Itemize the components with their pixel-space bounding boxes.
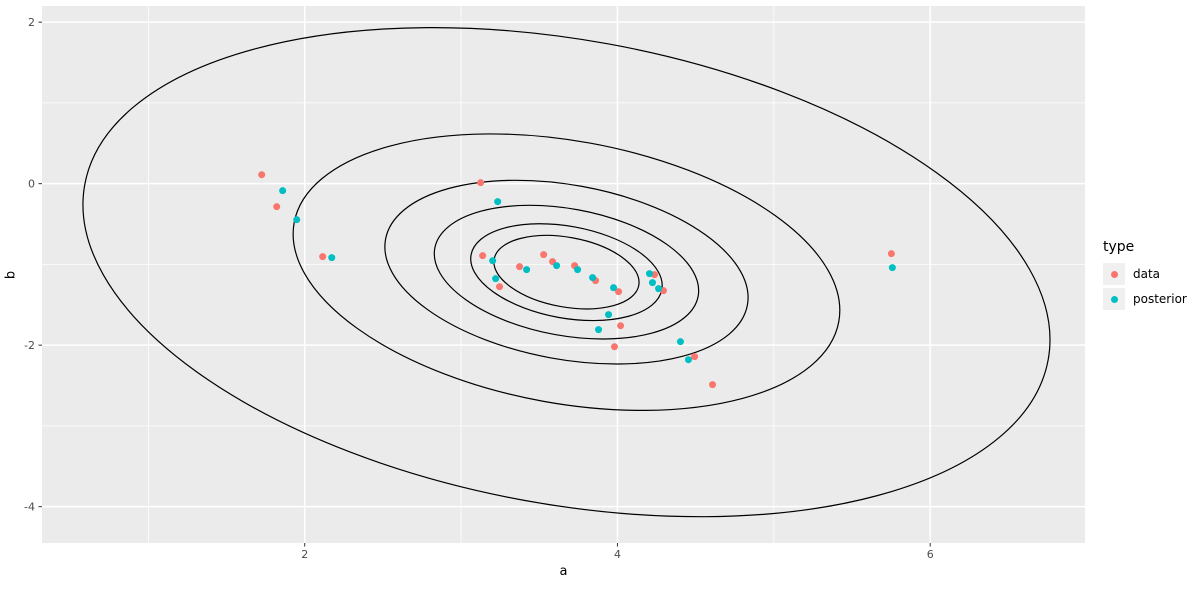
legend-key-box xyxy=(1103,263,1125,285)
data-point xyxy=(479,252,487,260)
data-point xyxy=(615,288,623,296)
y-tick-label: -4 xyxy=(24,501,35,514)
data-point xyxy=(496,283,504,291)
legend: type data posterior xyxy=(1103,239,1187,313)
density-ellipse xyxy=(384,179,749,365)
data-point xyxy=(516,263,524,271)
x-tick-label: 6 xyxy=(927,548,934,561)
y-tick-label: -2 xyxy=(24,339,35,352)
posterior-point xyxy=(655,285,663,293)
legend-item-data: data xyxy=(1103,263,1187,285)
posterior-point xyxy=(523,266,531,274)
density-ellipse xyxy=(82,27,1051,518)
data-point xyxy=(887,250,895,258)
legend-key-box xyxy=(1103,288,1125,310)
y-axis-title: b xyxy=(3,270,19,280)
legend-label-data: data xyxy=(1133,267,1161,281)
posterior-point xyxy=(888,264,896,272)
legend-title: type xyxy=(1103,239,1135,255)
x-axis-title: a xyxy=(559,564,568,579)
posterior-point xyxy=(676,338,684,346)
data-point xyxy=(258,171,266,179)
posterior-point xyxy=(328,254,336,262)
posterior-point xyxy=(646,270,654,278)
density-ellipse xyxy=(292,133,841,411)
posterior-point-icon xyxy=(1110,295,1118,303)
posterior-point xyxy=(595,326,603,334)
x-tick-label: 2 xyxy=(301,548,308,561)
data-point-icon xyxy=(1110,270,1118,278)
data-point xyxy=(540,251,548,259)
x-tick-label: 4 xyxy=(614,548,621,561)
data-point xyxy=(709,381,717,389)
posterior-point xyxy=(589,274,597,282)
data-point xyxy=(617,322,625,330)
posterior-point xyxy=(684,356,692,364)
data-point xyxy=(319,253,327,261)
posterior-point xyxy=(494,198,502,206)
data-point xyxy=(477,179,485,187)
posterior-point xyxy=(553,262,561,270)
y-tick-label: 0 xyxy=(28,178,35,191)
posterior-point xyxy=(605,311,613,319)
posterior-point xyxy=(489,257,497,265)
posterior-point xyxy=(610,284,618,292)
data-point xyxy=(610,343,618,351)
posterior-point xyxy=(279,187,287,195)
panel-background xyxy=(42,6,1085,543)
data-point xyxy=(273,203,281,211)
posterior-point xyxy=(648,279,656,287)
posterior-point xyxy=(574,266,582,274)
posterior-point xyxy=(492,275,500,283)
density-ellipse xyxy=(433,204,700,340)
legend-item-posterior: posterior xyxy=(1103,288,1187,310)
legend-label-posterior: posterior xyxy=(1133,292,1187,306)
y-tick-label: 2 xyxy=(28,16,35,29)
posterior-point xyxy=(293,216,301,224)
data-point xyxy=(691,353,699,361)
